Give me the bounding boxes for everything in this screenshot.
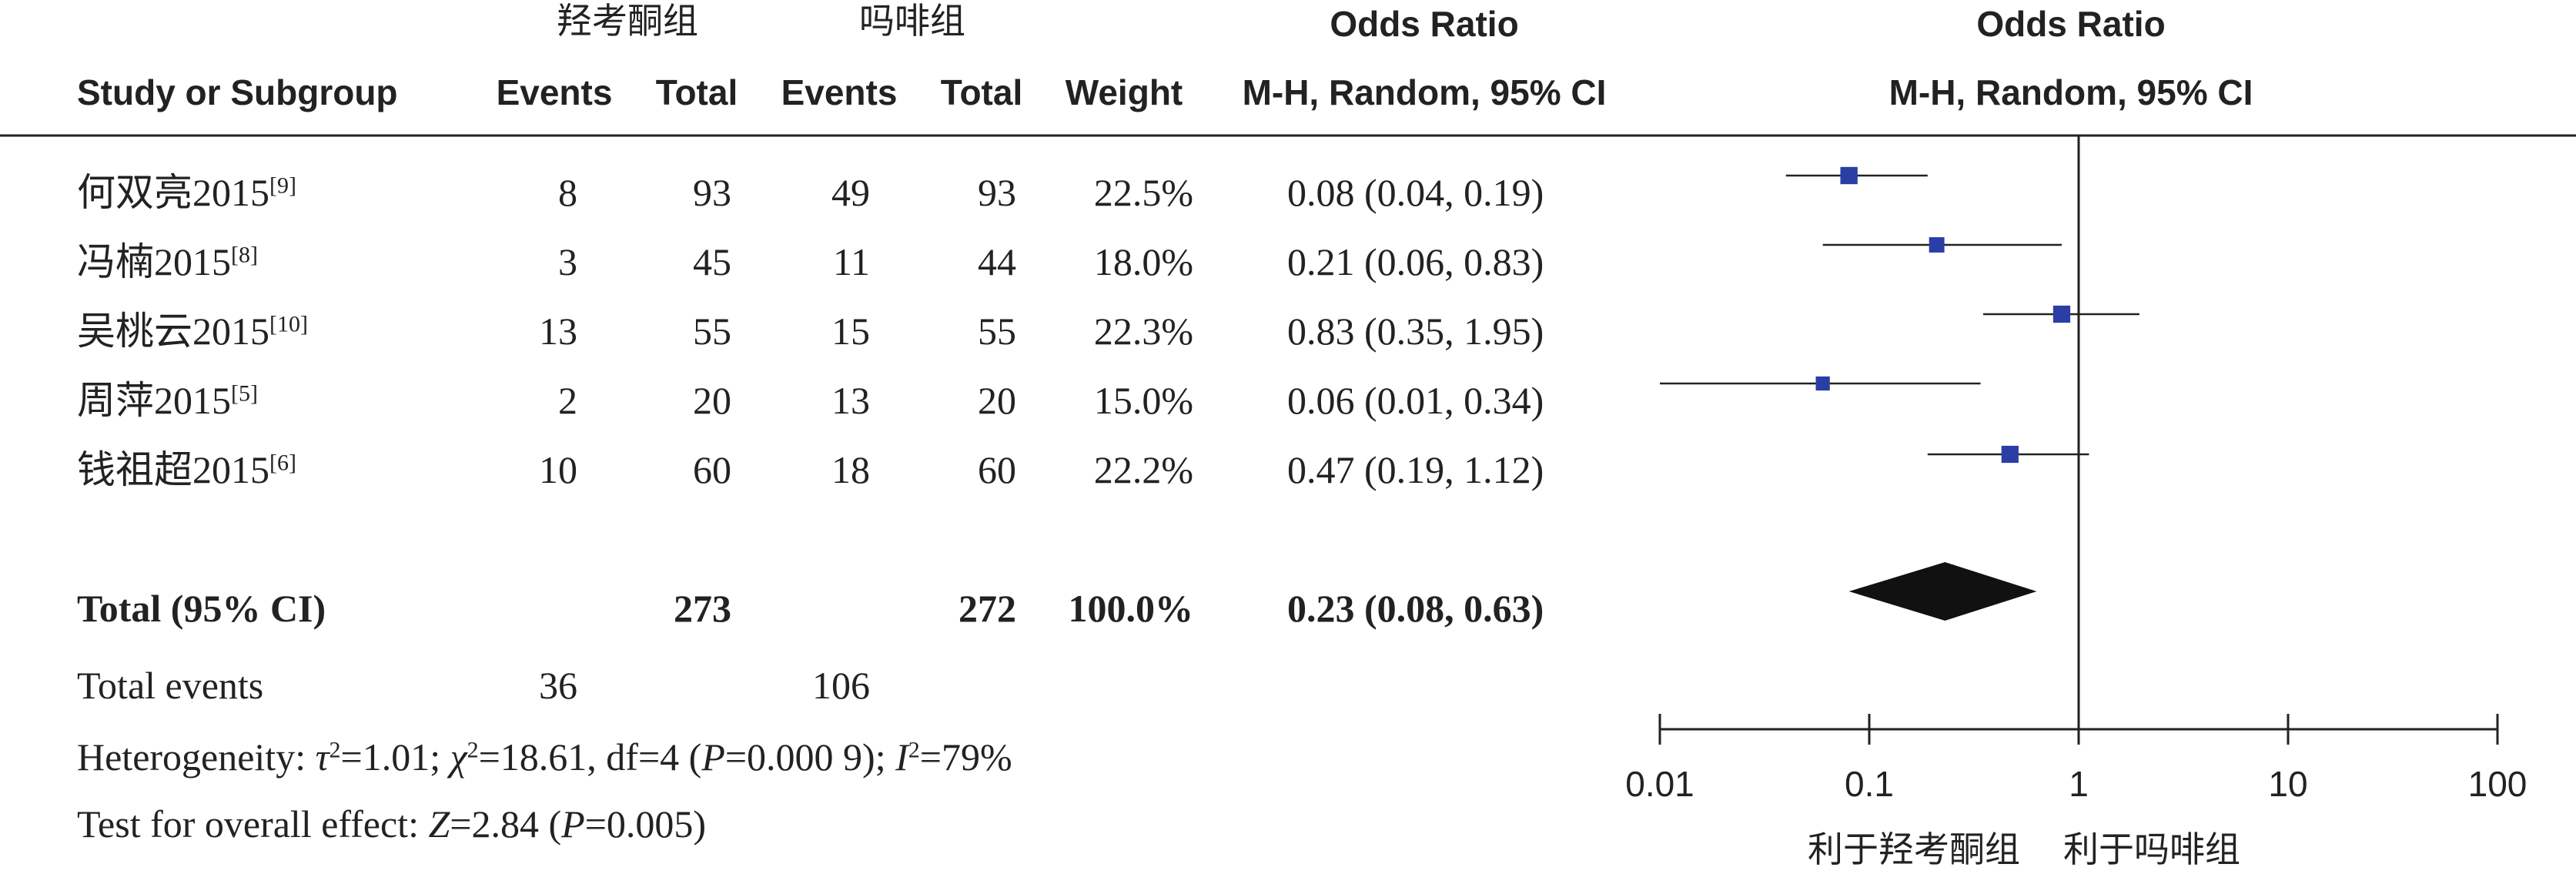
study-name-text: 钱祖超2015 [77,448,269,491]
x-tick-label: 0.1 [1845,764,1894,804]
favours-right-label: 利于吗啡组 [2063,829,2240,870]
study-ci: 0.83 (0.35, 1.95) [1287,310,1544,353]
study-weight: 22.5% [1093,171,1193,214]
study-total2: 20 [978,379,1016,422]
effect-marker [2001,445,2019,464]
col-study-header: Study or Subgroup [77,72,398,112]
study-name-text: 冯楠2015 [77,240,231,283]
total-ci: 0.23 (0.08, 0.63) [1287,587,1544,630]
x-tick-label: 1 [2069,764,2089,804]
study-name: 冯楠2015[8] [77,243,258,281]
study-reference: [5] [231,380,258,407]
total-events2: 106 [812,664,870,707]
col-events1-header: Events [496,72,613,112]
x-tick-label: 0.01 [1625,764,1694,804]
study-ci: 0.06 (0.01, 0.34) [1287,379,1544,422]
x-tick-label: 10 [2268,764,2308,804]
total-events1: 36 [539,664,577,707]
total-events-label: Total events [77,664,264,707]
study-total2: 93 [978,171,1016,214]
or-method-left: M-H, Random, 95% CI [1242,72,1607,112]
study-name-text: 周萍2015 [77,379,231,422]
heterogeneity-stats: Heterogeneity: τ2=1.01; χ2=18.61, df=4 (… [77,735,1012,779]
study-reference: [10] [269,311,308,337]
overall-effect-stats: Test for overall effect: Z=2.84 (P=0.005… [77,802,707,846]
study-total2: 55 [978,310,1016,353]
study-ci: 0.21 (0.06, 0.83) [1287,240,1544,283]
group2-header: 吗啡组 [859,0,965,42]
study-weight: 15.0% [1093,379,1193,422]
study-reference: [9] [269,172,296,199]
group1-header: 羟考酮组 [557,0,698,42]
effect-marker [1840,166,1858,185]
pooled-diamond [1848,562,2037,621]
study-name: 吴桃云2015[10] [77,312,308,350]
total-label: Total (95% CI) [77,587,326,630]
study-name: 周萍2015[5] [77,381,258,420]
col-total1-header: Total [655,72,738,112]
total-total2: 272 [958,587,1016,630]
study-weight: 22.3% [1093,310,1193,353]
study-total2: 44 [978,240,1016,283]
study-events1: 13 [539,310,577,353]
study-ci: 0.47 (0.19, 1.12) [1287,448,1544,491]
study-total1: 93 [693,171,731,214]
favours-left-label: 利于羟考酮组 [1808,829,2020,870]
study-events1: 10 [539,448,577,491]
study-events2: 15 [831,310,870,353]
study-events2: 18 [831,448,870,491]
study-name: 何双亮2015[9] [77,173,296,212]
effect-marker [1815,376,1830,391]
study-total1: 45 [693,240,731,283]
study-weight: 18.0% [1093,240,1193,283]
study-ci: 0.08 (0.04, 0.19) [1287,171,1544,214]
or-title-left: Odds Ratio [1330,4,1519,44]
study-name: 钱祖超2015[6] [77,450,296,489]
study-events1: 8 [558,171,577,214]
study-total1: 60 [693,448,731,491]
effect-marker [1929,237,1945,253]
total-weight: 100.0% [1068,587,1194,630]
study-events2: 49 [831,171,870,214]
study-name-text: 何双亮2015 [77,171,269,214]
total-total1: 273 [674,587,731,630]
col-events2-header: Events [781,72,898,112]
study-events2: 11 [832,240,870,283]
or-title-right: Odds Ratio [1976,4,2166,44]
x-tick-label: 100 [2467,764,2527,804]
study-reference: [8] [231,242,258,268]
study-name-text: 吴桃云2015 [77,310,269,353]
col-total2-header: Total [940,72,1023,112]
study-reference: [6] [269,450,296,476]
study-events1: 2 [558,379,577,422]
effect-marker [2052,305,2071,323]
or-method-right: M-H, Random, 95% CI [1889,72,2253,112]
study-events2: 13 [831,379,870,422]
study-events1: 3 [558,240,577,283]
study-total2: 60 [978,448,1016,491]
study-weight: 22.2% [1093,448,1193,491]
col-weight-header: Weight [1065,72,1183,112]
study-total1: 55 [693,310,731,353]
study-total1: 20 [693,379,731,422]
